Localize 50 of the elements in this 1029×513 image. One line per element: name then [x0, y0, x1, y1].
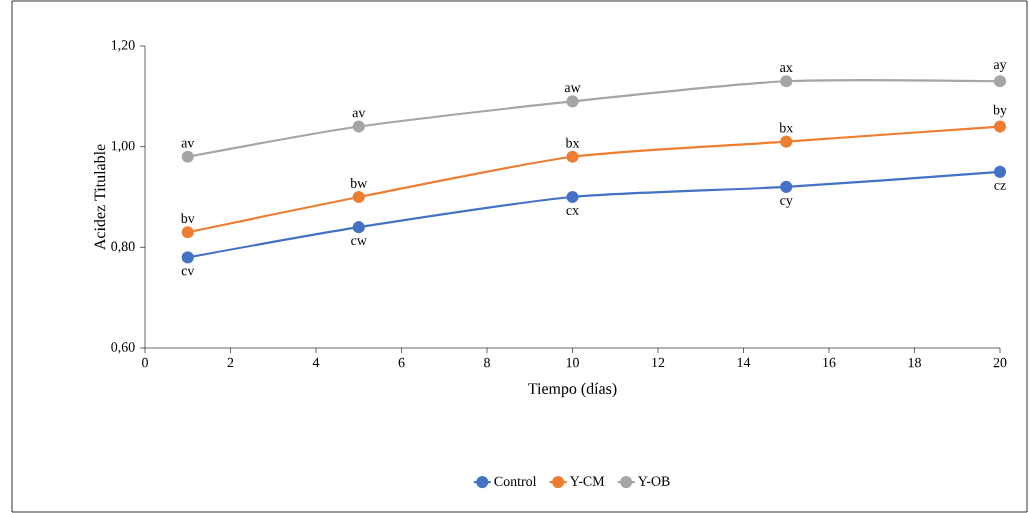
legend-label: Y-OB [637, 476, 670, 486]
annotation: cy [780, 198, 793, 208]
y-tick-label: 0,60 [111, 342, 135, 354]
x-tick-label: 2 [227, 357, 234, 368]
x-tick-label: 16 [823, 357, 836, 368]
legend-label: Y-CM [569, 476, 605, 486]
y-tick-label: 1,20 [111, 40, 135, 52]
annotation: bw [350, 177, 368, 188]
annotation: ax [780, 65, 793, 73]
point [352, 190, 365, 204]
x-axis-title: Tiempo (días) [528, 382, 617, 398]
x-tick-label: 0 [142, 357, 148, 368]
annotation: bx [779, 122, 794, 133]
annotation: cx [566, 208, 579, 215]
x-tick-label: 4 [312, 357, 320, 368]
point [181, 251, 194, 264]
point [993, 165, 1007, 178]
point [780, 180, 793, 194]
point [352, 221, 365, 234]
annotation: av [181, 140, 195, 148]
point [566, 190, 579, 204]
x-tick-label: 20 [993, 357, 1007, 368]
annotation: aw [564, 85, 581, 93]
annotation: av [352, 110, 366, 118]
annotation: cw [351, 238, 367, 246]
y-tick-label: 1,00 [111, 140, 135, 153]
annotation: bv [180, 213, 195, 224]
x-tick-label: 6 [398, 357, 405, 368]
point [352, 120, 365, 133]
annotation: bx [565, 137, 580, 148]
annotation: ay [993, 62, 1007, 73]
point [566, 95, 579, 108]
x-tick-label: 18 [908, 357, 921, 368]
x-tick-label: 14 [737, 357, 751, 368]
x-tick-label: 8 [484, 357, 490, 368]
point [181, 150, 194, 163]
point [181, 226, 194, 239]
x-tick-label: 12 [652, 357, 665, 368]
point [780, 75, 793, 88]
annotation: cz [994, 183, 1006, 190]
y-axis-title: Acidez Titulable [94, 144, 106, 250]
point [566, 150, 579, 163]
point [780, 135, 793, 148]
legend-label: Control [494, 476, 537, 487]
point [993, 120, 1007, 133]
annotation: cv [181, 268, 195, 276]
x-tick-label: 10 [566, 357, 579, 368]
annotation: by [993, 104, 1007, 118]
y-tick-label: 0,80 [111, 241, 135, 254]
point [993, 75, 1007, 88]
